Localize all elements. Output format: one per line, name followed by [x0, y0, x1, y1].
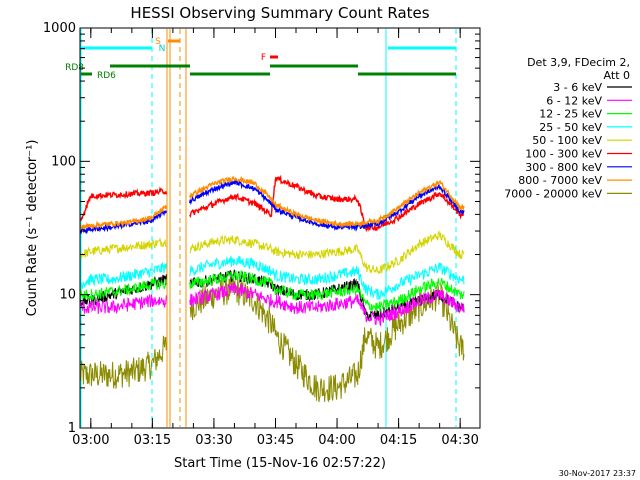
series-line-5 — [79, 230, 465, 274]
series-line-4 — [79, 255, 465, 300]
flag-bars: SN F RD8 RD6 — [65, 37, 456, 81]
x-tick-label: 04:30 — [441, 433, 478, 448]
y-tick-label: 1000 — [43, 21, 76, 36]
flag-label-f: F — [261, 53, 266, 63]
y-tick-label: 100 — [51, 154, 76, 169]
x-tick-label: 04:00 — [318, 433, 355, 448]
legend-label-9: 7000 - 20000 keV — [504, 187, 602, 200]
legend-label-2: 6 - 12 keV — [546, 94, 602, 107]
plot-markers — [80, 29, 457, 427]
flag-label-s: S — [155, 37, 161, 47]
x-tick-label: 03:00 — [72, 433, 109, 448]
legend-label-7: 300 - 800 keV — [525, 161, 602, 174]
legend-label-1: 3 - 6 keV — [553, 81, 602, 94]
legend-label-8: 800 - 7000 keV — [518, 174, 602, 187]
x-axis-label: Start Time (15-Nov-16 02:57:22) — [174, 456, 386, 471]
flag-label-rd6: RD6 — [97, 71, 116, 81]
legend-header-line-2: Att 0 — [604, 69, 630, 82]
legend-label-3: 12 - 25 keV — [539, 108, 602, 121]
legend-label-6: 100 - 300 keV — [525, 148, 602, 161]
x-tick-label: 03:30 — [195, 433, 232, 448]
flag-label-n: N — [159, 44, 166, 54]
x-tick-label: 03:45 — [257, 433, 294, 448]
timestamp: 30-Nov-2017 23:37 — [559, 469, 636, 478]
series-line-6 — [79, 174, 465, 233]
series-line-8 — [79, 175, 465, 230]
plot-frame — [79, 27, 481, 429]
series-group — [79, 174, 465, 403]
x-tick-label: 04:15 — [380, 433, 417, 448]
series-line-2 — [79, 282, 465, 327]
series-line-3 — [79, 269, 465, 313]
x-tick-label: 03:15 — [134, 433, 171, 448]
y-tick-label: 10 — [59, 288, 76, 303]
legend-header-line-1: Det 3,9, FDecim 2, — [527, 56, 630, 69]
legend-label-5: 50 - 100 keV — [532, 134, 602, 147]
y-axis-label: Count Rate (s⁻¹ detector⁻¹) — [25, 140, 40, 317]
axes: 03:00 03:15 03:30 03:45 04:00 04:15 04:30 1 10 10… — [43, 21, 480, 448]
y-tick-label: 1 — [68, 421, 76, 436]
flag-label-rd8: RD8 — [65, 63, 84, 73]
legend-label-4: 25 - 50 keV — [539, 121, 602, 134]
chart-title: HESSI Observing Summary Count Rates — [130, 4, 429, 22]
